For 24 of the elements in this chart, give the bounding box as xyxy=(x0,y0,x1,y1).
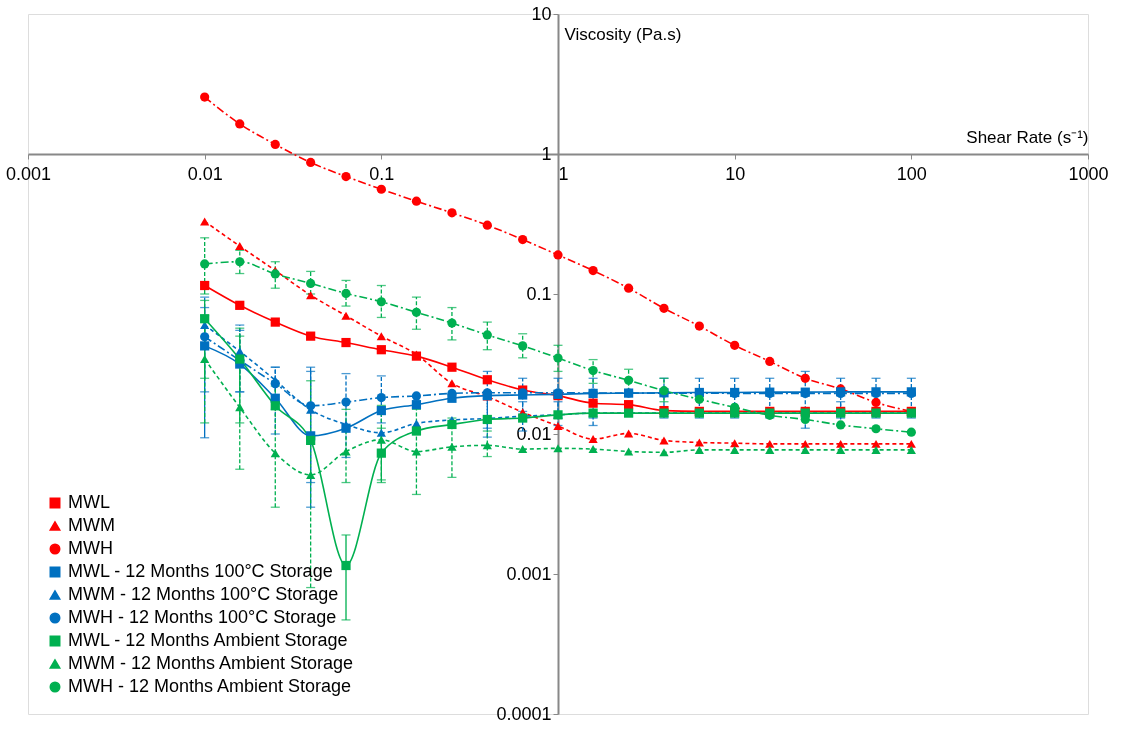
y-axis-title: Viscosity (Pa.s) xyxy=(564,24,682,44)
x-tick-label: 0.001 xyxy=(5,163,52,184)
x-tick-label: 100 xyxy=(896,163,927,184)
legend-label: MWH xyxy=(68,538,113,558)
legend-label: MWM xyxy=(68,515,115,535)
legend-label: MWH - 12 Months 100°C Storage xyxy=(68,607,337,627)
legend-label: MWL - 12 Months 100°C Storage xyxy=(68,561,333,581)
y-tick-label: 0.0001 xyxy=(496,703,552,724)
x-tick-label: 0.01 xyxy=(187,163,223,184)
x-axis-title: Shear Rate (s⁻¹) xyxy=(966,127,1089,147)
x-tick-label: 10 xyxy=(725,163,746,184)
x-tick-label: 1000 xyxy=(1068,163,1109,184)
legend-label: MWH - 12 Months Ambient Storage xyxy=(68,676,352,696)
y-tick-label: 1 xyxy=(541,143,552,164)
y-tick-label: 10 xyxy=(531,3,552,24)
y-tick-label: 0.001 xyxy=(506,563,552,584)
legend-label: MWM - 12 Months Ambient Storage xyxy=(68,653,354,673)
x-tick-label: 0.1 xyxy=(369,163,395,184)
x-tick-label: 1 xyxy=(558,163,569,184)
y-tick-label: 0.01 xyxy=(516,423,552,444)
legend-label: MWL xyxy=(68,492,110,512)
legend-label: MWL - 12 Months Ambient Storage xyxy=(68,630,348,650)
y-tick-label: 0.1 xyxy=(526,283,552,304)
legend-label: MWM - 12 Months 100°C Storage xyxy=(68,584,339,604)
